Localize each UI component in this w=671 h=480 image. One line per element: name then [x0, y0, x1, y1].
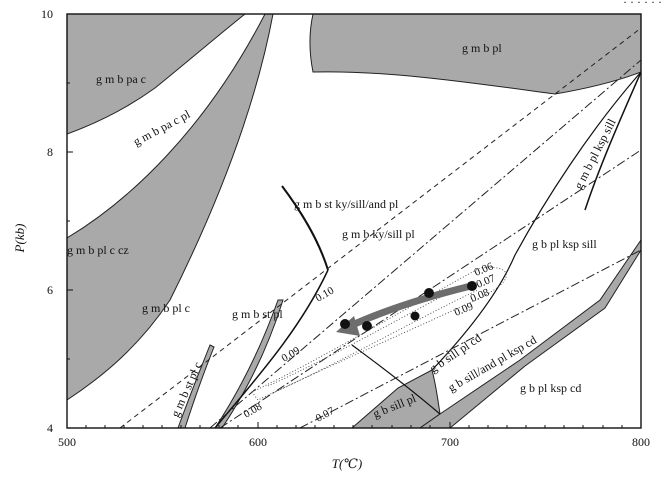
- x-tick-label: 600: [249, 435, 267, 449]
- isopleth-label: 0.07: [314, 405, 337, 425]
- isopleth-label: 0.08: [242, 400, 265, 420]
- pt-point: [424, 288, 434, 298]
- header-fragment: · · · · · ·: [623, 0, 662, 9]
- field-gmbpl-top-shade: [309, 14, 641, 95]
- field-label: g b pl ksp cd: [520, 381, 581, 395]
- pt-path-arrow: [346, 282, 475, 330]
- x-tick-label: 800: [632, 435, 650, 449]
- field-label: g m b pl c: [142, 301, 190, 315]
- x-tick-label: 700: [441, 435, 459, 449]
- pt-point: [362, 321, 372, 331]
- x-tick-label: 500: [58, 435, 76, 449]
- isopleth-010: [119, 27, 641, 428]
- y-tick-label: 4: [47, 421, 53, 435]
- boundary-sill-upper: [431, 71, 641, 371]
- isopleth-009: [209, 59, 641, 428]
- isopleth-007: [299, 249, 641, 428]
- field-label: g b pl ksp sill: [532, 237, 597, 251]
- field-label: g m b pl c cz: [67, 243, 129, 257]
- y-tick-label: 10: [41, 7, 53, 21]
- field-gmbstplc-shade: [177, 344, 215, 428]
- boundary-st-out: [214, 269, 329, 428]
- y-axis-title: P(kb): [12, 224, 27, 254]
- isopleth-label: 0.10: [314, 284, 337, 304]
- x-tick-marks: [66, 422, 642, 428]
- field-label: g m b st pl: [232, 307, 283, 321]
- field-gmbpac-shade: [67, 14, 246, 135]
- pt-point: [410, 311, 420, 321]
- boundary-ksp-in: [351, 344, 441, 415]
- field-label: g m b pa c: [96, 72, 146, 86]
- field-gbplkspcd-shade: [419, 239, 641, 428]
- field-gmbplccz-shade: [67, 14, 274, 401]
- pt-point: [340, 319, 350, 329]
- y-tick-marks: [67, 13, 73, 429]
- field-label: g m b st ky/sill/and pl: [294, 197, 399, 211]
- boundary-right-steep: [584, 71, 641, 211]
- pt-point: [467, 281, 477, 291]
- pt-uncertainty-ellipse: [251, 266, 507, 401]
- boundary-ky-sill-curve: [281, 185, 329, 271]
- isopleth-008: [219, 149, 641, 428]
- field-label: g m b pl: [462, 41, 502, 55]
- y-tick-label: 6: [47, 283, 53, 297]
- field-label: g m b ky/sill pl: [342, 227, 415, 241]
- y-tick-label: 8: [47, 145, 53, 159]
- pt-uncertainty-ellipse-inner: [267, 281, 479, 393]
- isopleth-label: 0.09: [280, 344, 303, 364]
- x-axis-title: T(℃): [332, 456, 362, 471]
